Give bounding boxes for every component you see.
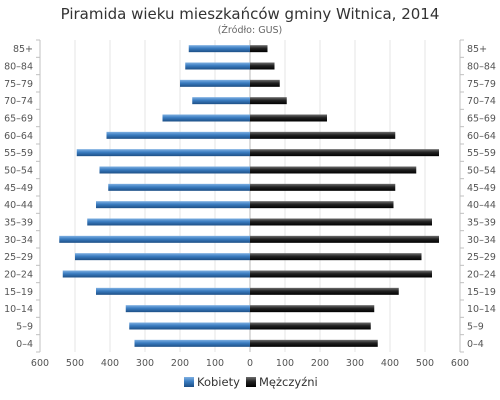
y-tick-label-right: 55–59 bbox=[467, 148, 496, 159]
x-tick-label: 300 bbox=[346, 358, 364, 369]
chart-title: Piramida wieku mieszkańców gminy Witnica… bbox=[61, 5, 440, 23]
y-tick-label-left: 15–19 bbox=[4, 287, 33, 298]
bar-mezczyzni-65-69[interactable] bbox=[250, 114, 327, 122]
y-tick-label-right: 5–9 bbox=[467, 322, 484, 333]
bar-mezczyzni-50-54[interactable] bbox=[250, 166, 417, 174]
y-tick-label-right: 85+ bbox=[467, 44, 487, 55]
y-tick-label-right: 35–39 bbox=[467, 218, 496, 229]
bar-mezczyzni-0-4[interactable] bbox=[250, 339, 378, 347]
x-tick-label: 500 bbox=[416, 358, 434, 369]
bar-kobiety-70-74[interactable] bbox=[192, 97, 250, 105]
y-tick-label-right: 65–69 bbox=[467, 114, 496, 125]
x-tick-label: 0 bbox=[247, 358, 253, 369]
y-tick-label-left: 65–69 bbox=[4, 114, 33, 125]
y-tick-label-left: 45–49 bbox=[4, 183, 33, 194]
y-tick-label-right: 60–64 bbox=[467, 131, 496, 142]
bar-kobiety-80-84[interactable] bbox=[185, 62, 250, 70]
bar-kobiety-30-34[interactable] bbox=[59, 235, 250, 243]
bar-kobiety-75-79[interactable] bbox=[180, 79, 250, 87]
bar-mezczyzni-60-64[interactable] bbox=[250, 131, 396, 139]
bar-mezczyzni-20-24[interactable] bbox=[250, 270, 432, 278]
x-tick-label: 200 bbox=[311, 358, 329, 369]
x-tick-label: 100 bbox=[206, 358, 224, 369]
y-tick-label-right: 50–54 bbox=[467, 166, 496, 177]
legend-label-kobiety[interactable]: Kobiety bbox=[197, 375, 240, 389]
bars bbox=[59, 45, 439, 347]
y-tick-label-right: 25–29 bbox=[467, 252, 496, 263]
bar-kobiety-10-14[interactable] bbox=[125, 305, 250, 313]
y-tick-label-left: 50–54 bbox=[4, 166, 33, 177]
bar-mezczyzni-30-34[interactable] bbox=[250, 235, 439, 243]
x-tick-label: 400 bbox=[101, 358, 119, 369]
bar-kobiety-55-59[interactable] bbox=[76, 149, 250, 157]
x-tick-label: 100 bbox=[276, 358, 294, 369]
y-tick-label-left: 85+ bbox=[13, 44, 33, 55]
bar-kobiety-15-19[interactable] bbox=[96, 287, 250, 295]
bar-kobiety-40-44[interactable] bbox=[96, 201, 250, 209]
x-tick-label: 200 bbox=[171, 358, 189, 369]
bar-mezczyzni-85-plus[interactable] bbox=[250, 45, 268, 53]
y-tick-label-left: 0–4 bbox=[16, 339, 33, 350]
y-tick-label-right: 45–49 bbox=[467, 183, 496, 194]
y-tick-label-right: 80–84 bbox=[467, 62, 496, 73]
bar-kobiety-0-4[interactable] bbox=[134, 339, 251, 347]
x-tick-label: 300 bbox=[136, 358, 154, 369]
bar-kobiety-60-64[interactable] bbox=[106, 131, 251, 139]
x-tick-label: 500 bbox=[66, 358, 84, 369]
legend-swatch-mezczyzni[interactable] bbox=[246, 377, 256, 387]
y-tick-label-right: 10–14 bbox=[467, 304, 496, 315]
bar-kobiety-35-39[interactable] bbox=[87, 218, 250, 226]
y-tick-label-left: 25–29 bbox=[4, 252, 33, 263]
bar-mezczyzni-5-9[interactable] bbox=[250, 322, 371, 330]
axes: 600 500 400 300 200 100 0 100 200 300 400 500 600 0–4… bbox=[4, 39, 496, 369]
y-tick-label-left: 75–79 bbox=[4, 79, 33, 90]
bar-mezczyzni-35-39[interactable] bbox=[250, 218, 432, 226]
x-tick-label: 400 bbox=[381, 358, 399, 369]
y-tick-label-left: 40–44 bbox=[4, 200, 33, 211]
y-tick-label-left: 30–34 bbox=[4, 235, 33, 246]
y-tick-label-right: 20–24 bbox=[467, 270, 496, 281]
y-tick-label-right: 0–4 bbox=[467, 339, 484, 350]
bar-mezczyzni-40-44[interactable] bbox=[250, 201, 394, 209]
bar-kobiety-65-69[interactable] bbox=[162, 114, 251, 122]
legend-label-mezczyzni[interactable]: Mężczyźni bbox=[259, 375, 318, 389]
y-tick-label-right: 15–19 bbox=[467, 287, 496, 298]
bar-kobiety-85-plus[interactable] bbox=[188, 45, 250, 53]
y-tick-label-right: 30–34 bbox=[467, 235, 496, 246]
bar-mezczyzni-75-79[interactable] bbox=[250, 79, 280, 87]
x-tick-label: 600 bbox=[31, 358, 49, 369]
y-tick-label-left: 60–64 bbox=[4, 131, 33, 142]
bar-kobiety-45-49[interactable] bbox=[108, 183, 250, 191]
y-tick-label-left: 10–14 bbox=[4, 304, 33, 315]
y-tick-label-left: 20–24 bbox=[4, 270, 33, 281]
y-tick-label-left: 5–9 bbox=[16, 322, 33, 333]
bar-kobiety-5-9[interactable] bbox=[129, 322, 250, 330]
bar-kobiety-25-29[interactable] bbox=[75, 253, 250, 261]
bar-mezczyzni-10-14[interactable] bbox=[250, 305, 375, 313]
bar-mezczyzni-80-84[interactable] bbox=[250, 62, 275, 70]
y-tick-label-right: 70–74 bbox=[467, 96, 496, 107]
y-tick-label-right: 40–44 bbox=[467, 200, 496, 211]
y-tick-label-left: 80–84 bbox=[4, 62, 33, 73]
y-tick-label-right: 75–79 bbox=[467, 79, 496, 90]
y-tick-label-left: 35–39 bbox=[4, 218, 33, 229]
bar-mezczyzni-25-29[interactable] bbox=[250, 253, 422, 261]
bar-mezczyzni-55-59[interactable] bbox=[250, 149, 439, 157]
bar-mezczyzni-70-74[interactable] bbox=[250, 97, 287, 105]
bar-mezczyzni-15-19[interactable] bbox=[250, 287, 399, 295]
legend-swatch-kobiety[interactable] bbox=[184, 377, 194, 387]
chart-subtitle: (Źródło: GUS) bbox=[218, 24, 283, 36]
y-tick-label-left: 55–59 bbox=[4, 148, 33, 159]
bar-kobiety-20-24[interactable] bbox=[62, 270, 250, 278]
bar-kobiety-50-54[interactable] bbox=[99, 166, 251, 174]
bar-mezczyzni-45-49[interactable] bbox=[250, 183, 396, 191]
x-tick-label: 600 bbox=[451, 358, 469, 369]
legend: Kobiety Mężczyźni bbox=[184, 375, 318, 389]
y-tick-label-left: 70–74 bbox=[4, 96, 33, 107]
